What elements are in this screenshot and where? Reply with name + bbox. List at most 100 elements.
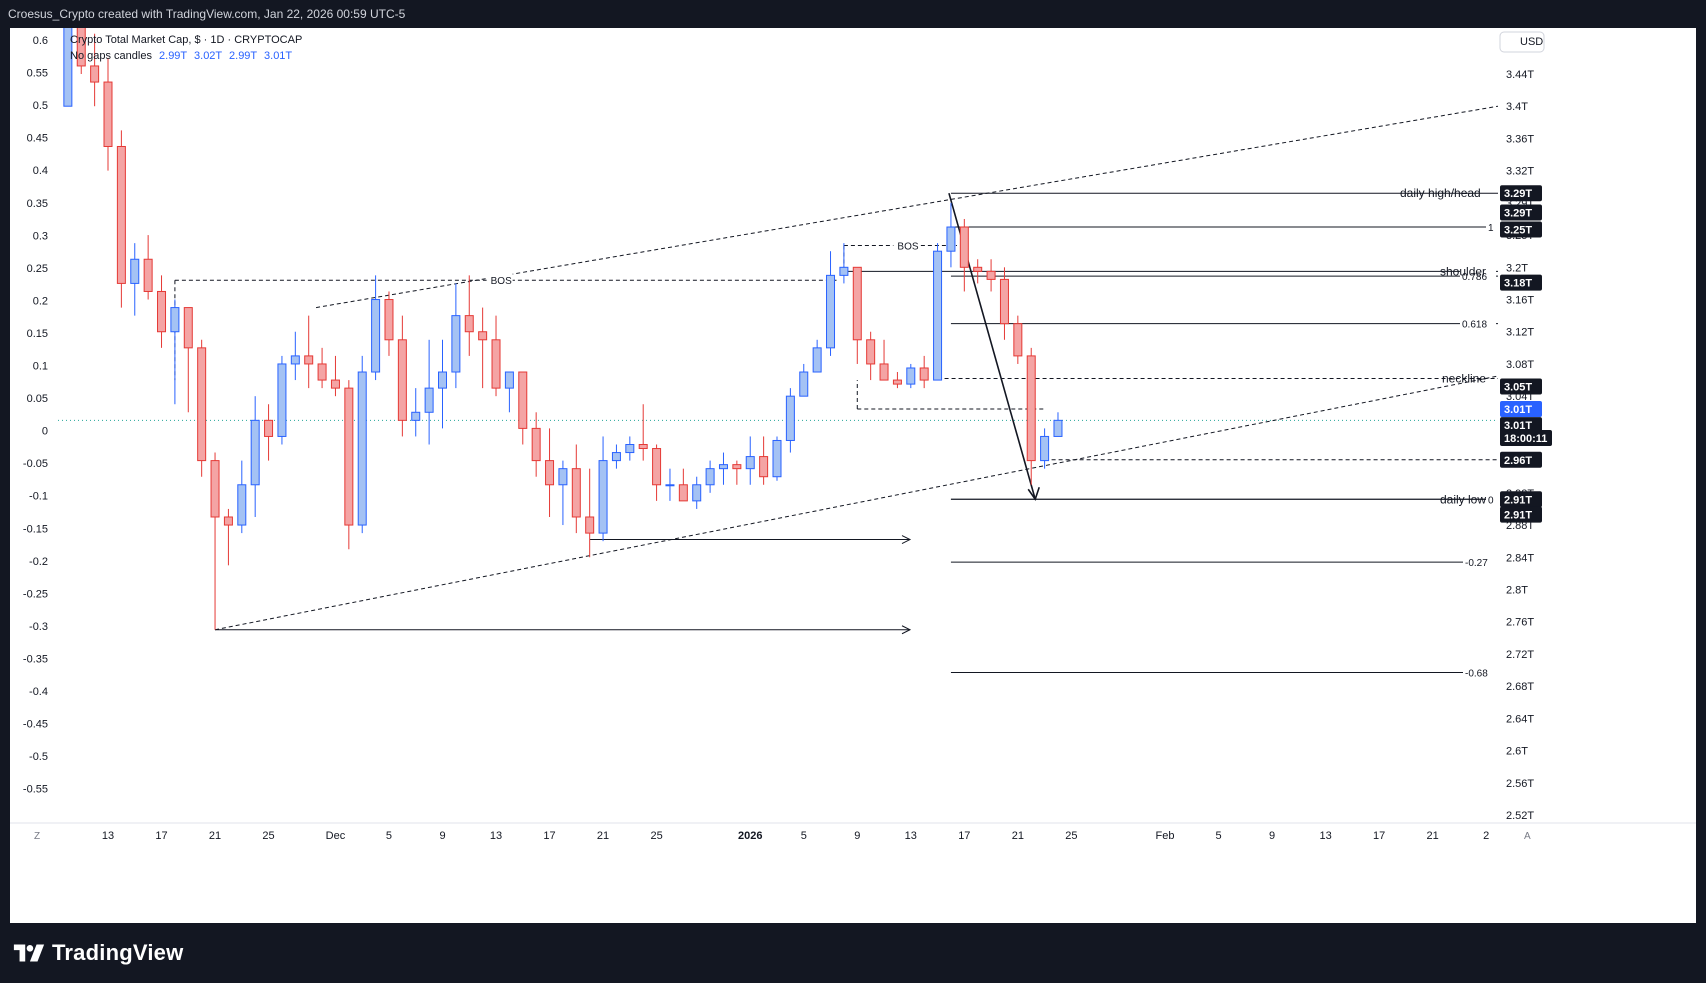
candle-body [424,387,434,413]
legend-symbol[interactable]: Crypto Total Market Cap, $ · 1D · CRYPTO… [70,34,303,46]
price-label-box [1500,430,1552,447]
candle [759,436,769,485]
candle [464,275,474,356]
y-right-tick-label: 2.6T [1506,746,1528,758]
bos-label-1: BOS [491,276,512,287]
chart-area[interactable]: BOS BOS 1 0.786 0.618 0 -0.27 -0.68 daily high/h… [10,0,1696,923]
x-tick-label: 9 [854,830,860,842]
x-tick-label: 2 [1483,830,1489,842]
x-tick-label: 13 [490,830,502,842]
candle [290,331,300,381]
candle [304,315,314,389]
candle-body [652,448,662,486]
candle-body [839,266,849,276]
candlestick-chart[interactable]: BOS BOS 1 0.786 0.618 0 -0.27 -0.68 daily high/h… [10,0,1696,923]
candle [826,251,836,356]
candle [625,436,635,461]
price-label: 2.96T [1504,455,1532,467]
candle-body [344,387,354,526]
y-right-tick-label: 3.12T [1506,327,1534,339]
candle-body [999,278,1009,325]
price-label: 3.29T [1504,208,1532,220]
y-right-tick-label: 2.52T [1506,810,1534,822]
tradingview-logo[interactable]: TradingView [12,938,183,968]
y-left-tick-label: 0.1 [33,361,48,373]
candle [839,243,849,284]
candle [906,363,916,389]
candle [652,444,662,501]
zoom-button-label: Z [34,831,40,842]
candle-body [438,371,447,389]
x-tick-label: 21 [209,830,221,842]
level-label: shoulder [1440,264,1486,278]
candle [692,476,702,509]
y-left-tick-label: -0.5 [29,751,48,763]
legend-values: No gaps candles 2.99T 3.02T 2.99T 3.01T [70,50,292,62]
candle-body [451,315,461,373]
x-tick-label: 13 [905,830,917,842]
candle [973,259,983,284]
candle-body [919,367,929,381]
x-tick-label: 21 [1012,830,1024,842]
candle [424,339,434,445]
x-tick-label: 17 [155,830,167,842]
candle [718,452,728,485]
projection-arrow-head [1027,487,1040,502]
y-left-tick-label: 0.25 [27,263,48,275]
price-label: 18:00:11 [1504,433,1547,445]
channel-upper-line [315,105,1499,309]
candle-body [411,411,421,421]
y-right-tick-label: 2.76T [1506,617,1534,629]
y-right-tick-label: 3.36T [1506,133,1534,145]
currency-label: USD [1520,36,1543,48]
candle [451,283,461,389]
price-label: 2.91T [1504,494,1532,506]
candle-body [491,339,501,389]
fib-label: -0.68 [1465,668,1488,679]
chart-header: Croesus_Crypto created with TradingView.… [8,7,406,21]
candle-body [504,371,514,389]
y-right-tick-label: 2.84T [1506,552,1534,564]
candle [397,315,407,437]
legend-close: 3.01T [264,50,293,62]
candle [491,315,501,397]
candle-body [625,444,635,454]
legend-low: 2.99T [229,50,257,62]
candle-body [130,258,140,284]
x-tick-label: 13 [102,830,114,842]
candle-body [478,331,488,341]
y-left-tick-label: 0.05 [27,393,48,405]
candle-body [290,355,300,365]
candle-body [906,367,916,385]
candle [317,347,327,389]
y-left-tick-label: -0.05 [23,458,48,470]
x-tick-label: 2026 [738,830,762,842]
candle [518,371,528,445]
price-label-box [1500,451,1542,468]
fib-label-bg [1486,220,1498,234]
candle-body [692,484,702,502]
y-left-tick-label: -0.15 [23,523,48,535]
candle [344,380,354,550]
candle [371,275,381,381]
candle [986,259,996,292]
price-label-box [1500,274,1542,291]
candle-body [759,456,769,478]
candle-body [933,250,943,381]
y-left-tick-label: -0.25 [23,588,48,600]
candle [478,307,488,389]
x-tick-label: 21 [1426,830,1438,842]
fib-label: 0.618 [1462,320,1487,331]
candle-body [611,452,621,462]
candle-body [531,427,541,462]
drawings-layer: BOS BOS 1 0.786 0.618 0 -0.27 -0.68 daily high/h… [174,105,1499,679]
y-right-tick-label: 3.4T [1506,101,1528,113]
candle-body [1040,435,1050,462]
candle-body [545,460,555,486]
candle [504,371,514,413]
candles-layer [63,0,1063,630]
candle-body [397,339,407,421]
y-right-tick-label: 2.64T [1506,713,1534,725]
candle [611,444,621,469]
y-left-tick-label: 0.6 [33,35,48,47]
